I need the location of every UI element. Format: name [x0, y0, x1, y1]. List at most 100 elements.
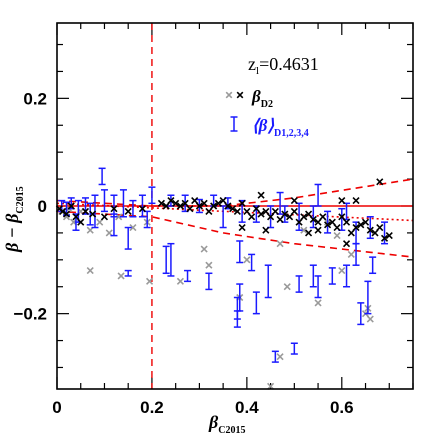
data-point [295, 218, 303, 226]
data-point [357, 221, 365, 229]
data-point-outlier [276, 240, 284, 248]
svg-text:zl=0.4631: zl=0.4631 [248, 54, 319, 77]
error-bar [233, 310, 241, 328]
data-point [124, 207, 132, 215]
data-point [252, 205, 260, 213]
legend-marker-errorbar [230, 116, 238, 132]
annotation-sub: l [256, 65, 259, 77]
data-point [200, 199, 208, 207]
data-point [210, 202, 218, 210]
error-bar [314, 275, 322, 299]
error-bar [364, 280, 372, 315]
data-point [276, 215, 284, 224]
data-point-outlier [176, 277, 184, 285]
data-point [186, 205, 194, 213]
error-bar [295, 202, 303, 231]
data-point [257, 210, 265, 218]
data-point [267, 213, 275, 221]
annotation: zl=0.4631 [248, 54, 319, 77]
error-bar [124, 269, 132, 277]
data-point-outlier [200, 245, 208, 253]
data-point [229, 205, 237, 213]
error-bar [248, 253, 256, 272]
data-point [248, 213, 256, 221]
data-point [352, 197, 360, 205]
error-bar [324, 210, 332, 234]
data-point [238, 199, 246, 207]
data-point [319, 213, 327, 221]
legend-marker-mean [230, 116, 238, 132]
data-point [195, 202, 203, 210]
data-point [262, 207, 270, 215]
data-point [224, 202, 232, 210]
series-d2-outliers [58, 205, 374, 390]
data-point [338, 197, 346, 205]
data-point-outlier [314, 299, 322, 307]
error-bar [357, 302, 365, 326]
data-point [167, 197, 175, 205]
data-point [342, 218, 351, 226]
data-point [191, 197, 199, 205]
error-bar [162, 245, 170, 275]
legend-sub-d2: D2 [261, 99, 273, 110]
legend-label-d2: β [251, 87, 261, 106]
legend: βD2 ⟨β⟩D1,2,3,4 [225, 87, 309, 139]
data-point [371, 229, 379, 237]
data-point [314, 218, 322, 226]
error-bar [167, 242, 175, 277]
data-point [172, 199, 180, 207]
error-bar [184, 269, 192, 283]
data-point [328, 218, 336, 226]
plot-frame [56, 22, 414, 390]
data-point [238, 223, 246, 232]
data-point-outlier [145, 277, 154, 285]
error-bar [236, 240, 244, 264]
data-point [323, 221, 332, 229]
data-point [205, 207, 213, 215]
data-point-outlier [338, 267, 346, 275]
data-point [219, 197, 227, 205]
data-point [286, 213, 294, 221]
data-point [376, 178, 384, 186]
x-tick-label: 0.2 [140, 398, 164, 417]
data-point [77, 218, 85, 226]
svg-text:β − βC2015: β − βC2015 [2, 186, 26, 253]
error-bar [381, 221, 389, 245]
y-axis-title: β − βC2015 [2, 186, 26, 253]
data-point [305, 229, 313, 237]
error-bar [328, 267, 336, 285]
data-point-outlier [86, 267, 94, 275]
data-point [176, 202, 184, 210]
data-point [214, 199, 222, 207]
y-axis-title-sub: C2015 [15, 186, 26, 213]
y-tick-label: 0.2 [23, 89, 47, 108]
error-bar [264, 264, 272, 299]
data-point [181, 199, 189, 207]
data-point-outlier [205, 261, 213, 269]
x-tick-label: 0.4 [235, 398, 259, 417]
data-point [72, 213, 80, 221]
x-axis-title-main: β [208, 412, 219, 432]
data-point [81, 207, 90, 215]
error-bar [86, 202, 94, 226]
error-bar [110, 213, 118, 237]
tick-labels: 0 0.2 0.4 0.6 −0.2 0 0.2 [13, 89, 353, 417]
data-point [290, 197, 298, 205]
error-bar [129, 199, 137, 218]
data-point-outlier [283, 283, 291, 291]
svg-text:βC2015: βC2015 [208, 412, 245, 436]
data-point [376, 223, 384, 232]
error-bar [100, 189, 108, 213]
legend-sub-mean: D1,2,3,4 [274, 128, 309, 139]
data-point-outlier [366, 315, 374, 323]
data-point-outlier [129, 223, 137, 232]
data-point [342, 240, 351, 248]
error-bar [252, 291, 260, 315]
error-bar [343, 264, 351, 288]
error-bar [295, 275, 303, 293]
error-bar [366, 216, 374, 240]
data-point-outlier [333, 232, 341, 240]
data-point [157, 199, 165, 207]
data-point [314, 226, 322, 234]
y-tick-label: 0 [38, 197, 47, 216]
